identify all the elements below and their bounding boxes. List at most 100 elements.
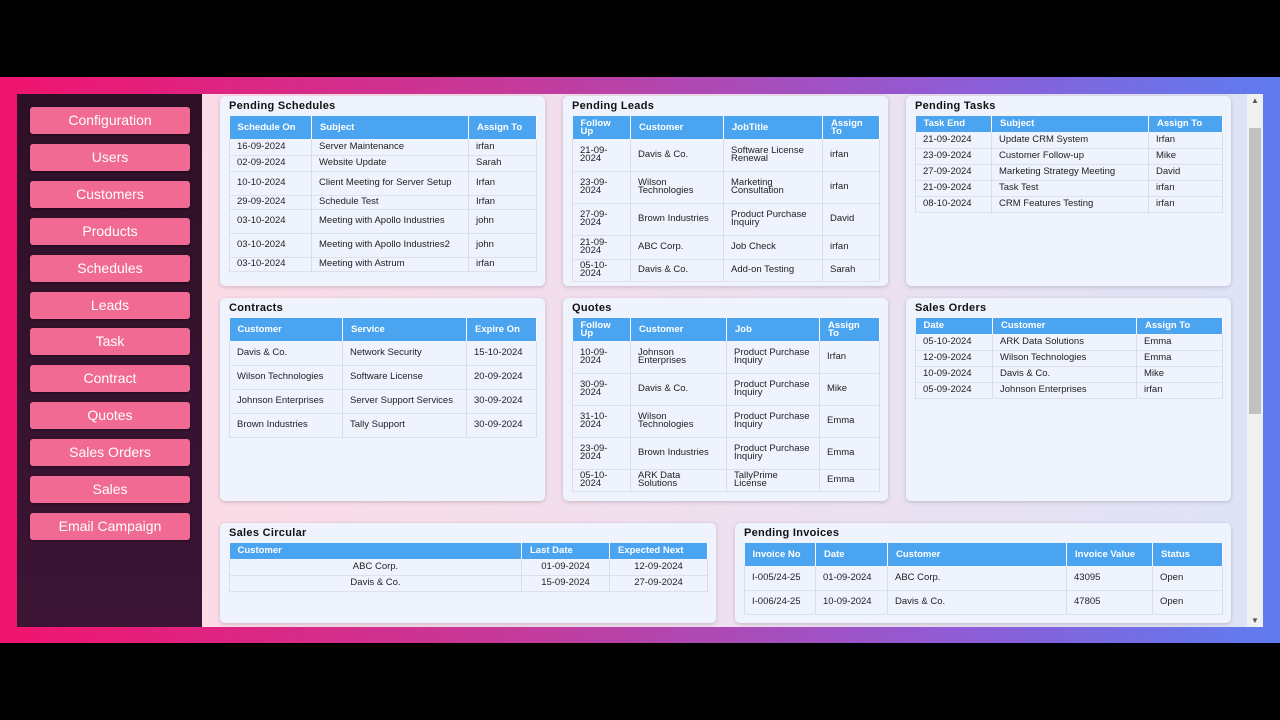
table-row[interactable]: 21-09-2024 ABC Corp. Job Check irfan — [572, 235, 880, 260]
column-header: Customer — [229, 543, 522, 559]
table-cell: 21-09-2024 — [572, 235, 631, 260]
table-row[interactable]: 31-10-2024 Wilson Technologies Product Pur… — [572, 405, 880, 438]
table-row[interactable]: 05-10-2024 ARK Data Solutions TallyPrime L… — [572, 469, 880, 492]
column-header: Task End — [915, 116, 992, 132]
table-row[interactable]: 10-09-2024 Johnson Enterprises Product Pur… — [572, 341, 880, 374]
table-cell: Mike — [819, 373, 880, 406]
column-header: Customer — [887, 543, 1067, 566]
table-row[interactable]: 08-10-2024 CRM Features Testing irfan — [915, 196, 1223, 213]
table-row[interactable]: 16-09-2024 Server Maintenance irfan — [229, 139, 537, 156]
table-cell: Meeting with Apollo Industries — [311, 209, 469, 234]
table-row[interactable]: Brown Industries Tally Support 30-09-2024 — [229, 413, 537, 438]
table-cell: ARK Data Solutions — [630, 469, 727, 492]
table-cell: Johnson Enterprises — [229, 389, 343, 414]
contracts-table: Customer Service Expire On Davis & Co. Netw… — [229, 318, 537, 438]
scroll-down-arrow-icon[interactable]: ▼ — [1251, 616, 1259, 625]
pending-schedules-card: Pending Schedules Schedule On Subject Assi… — [220, 96, 545, 286]
sidebar-item-contract[interactable]: Contract — [30, 365, 190, 393]
table-cell: 21-09-2024 — [572, 139, 631, 172]
table-row[interactable]: 21-09-2024 Update CRM System Irfan — [915, 132, 1223, 149]
table-row[interactable]: 29-09-2024 Schedule Test Irfan — [229, 195, 537, 210]
column-header: Subject — [991, 116, 1149, 132]
table-cell: Update CRM System — [991, 132, 1149, 149]
table-cell: 30-09-2024 — [466, 413, 537, 438]
table-cell: 02-09-2024 — [229, 155, 312, 172]
sidebar-item-quotes[interactable]: Quotes — [30, 402, 190, 430]
sidebar-item-configuration[interactable]: Configuration — [30, 107, 190, 134]
table-row[interactable]: 05-09-2024 Johnson Enterprises irfan — [915, 382, 1223, 399]
sidebar-item-schedules[interactable]: Schedules — [30, 254, 190, 282]
table-row[interactable]: 03-10-2024 Meeting with Apollo Industries… — [229, 209, 537, 234]
table-row[interactable]: Wilson Technologies Software License 20-09… — [229, 365, 537, 390]
sidebar-item-email-campaign[interactable]: Email Campaign — [30, 512, 190, 540]
table-row[interactable]: Davis & Co. 15-09-2024 27-09-2024 — [229, 575, 708, 592]
sidebar-item-users[interactable]: Users — [30, 143, 190, 171]
table-cell: 10-09-2024 — [815, 590, 888, 615]
table-row[interactable]: 27-09-2024 Brown Industries Product Purcha… — [572, 203, 880, 236]
sidebar-item-sales-orders[interactable]: Sales Orders — [30, 439, 190, 467]
table-cell: Task Test — [991, 180, 1149, 197]
table-cell: irfan — [468, 257, 537, 272]
table-row[interactable]: 03-10-2024 Meeting with Apollo Industries… — [229, 233, 537, 258]
card-title: Sales Orders — [915, 302, 987, 314]
sidebar-item-sales[interactable]: Sales — [30, 476, 190, 503]
table-row[interactable]: 23-09-2024 Brown Industries Product Purcha… — [572, 437, 880, 470]
table-cell: Emma — [819, 437, 880, 470]
table-cell: Product Purchase Inquiry — [726, 437, 820, 470]
column-header: Expected Next — [609, 543, 708, 559]
column-header: JobTitle — [723, 116, 823, 139]
table-cell: ABC Corp. — [630, 235, 724, 260]
table-cell: Wilson Technologies — [630, 171, 724, 204]
table-cell: 05-10-2024 — [572, 469, 631, 492]
column-header: Invoice No — [744, 543, 816, 566]
scroll-up-arrow-icon[interactable]: ▲ — [1251, 96, 1259, 105]
card-title: Pending Invoices — [744, 527, 840, 539]
table-row[interactable]: 02-09-2024 Website Update Sarah — [229, 155, 537, 172]
table-row[interactable]: ABC Corp. 01-09-2024 12-09-2024 — [229, 559, 708, 576]
table-cell: 01-09-2024 — [815, 566, 888, 591]
pending-schedules-table: Schedule On Subject Assign To 16-09-2024 Se… — [229, 116, 537, 272]
table-row[interactable]: 23-09-2024 Wilson Technologies Marketing C… — [572, 171, 880, 204]
table-cell: 43095 — [1066, 566, 1153, 591]
scroll-thumb[interactable] — [1249, 128, 1261, 414]
table-cell: 03-10-2024 — [229, 233, 312, 258]
table-row[interactable]: Davis & Co. Network Security 15-10-2024 — [229, 341, 537, 366]
table-cell: 08-10-2024 — [915, 196, 992, 213]
table-row[interactable]: 05-10-2024 Davis & Co. Add-on Testing Sarah — [572, 259, 880, 282]
table-row[interactable]: 10-10-2024 Client Meeting for Server Setu… — [229, 171, 537, 196]
table-cell: irfan — [822, 139, 880, 172]
column-header: Date — [815, 543, 888, 566]
table-cell: Customer Follow-up — [991, 148, 1149, 165]
table-row[interactable]: 27-09-2024 Marketing Strategy Meeting Davi… — [915, 164, 1223, 181]
card-title: Pending Leads — [572, 100, 655, 112]
sidebar: Configuration Users Customers Products Sched… — [17, 94, 202, 627]
sidebar-item-customers[interactable]: Customers — [30, 180, 190, 208]
table-cell: Schedule Test — [311, 195, 469, 210]
table-row[interactable]: 05-10-2024 ARK Data Solutions Emma — [915, 334, 1223, 351]
sidebar-item-leads[interactable]: Leads — [30, 291, 190, 319]
dashboard-main: Pending Schedules Schedule On Subject Assi… — [202, 94, 1247, 627]
table-cell: Open — [1152, 590, 1223, 615]
table-cell: Sarah — [468, 155, 537, 172]
table-row[interactable]: I-005/24-25 01-09-2024 ABC Corp. 43095 Open — [744, 566, 1223, 591]
table-row[interactable]: 21-09-2024 Task Test irfan — [915, 180, 1223, 197]
table-row[interactable]: 23-09-2024 Customer Follow-up Mike — [915, 148, 1223, 165]
table-row[interactable]: 10-09-2024 Davis & Co. Mike — [915, 366, 1223, 383]
sidebar-item-task[interactable]: Task — [30, 328, 190, 356]
pending-leads-table: Follow Up Customer JobTitle Assign To 21-09… — [572, 116, 880, 282]
column-header: Customer — [630, 116, 724, 139]
table-row[interactable]: Johnson Enterprises Server Support Servic… — [229, 389, 537, 414]
table-cell: Website Update — [311, 155, 469, 172]
table-cell: Irfan — [819, 341, 880, 374]
table-cell: 30-09-2024 — [572, 373, 631, 406]
table-row[interactable]: 21-09-2024 Davis & Co. Software License Re… — [572, 139, 880, 172]
table-cell: Davis & Co. — [229, 341, 343, 366]
vertical-scrollbar[interactable]: ▲ ▼ — [1247, 94, 1263, 627]
table-row[interactable]: I-006/24-25 10-09-2024 Davis & Co. 47805 Ope… — [744, 590, 1223, 615]
column-header: Service — [342, 318, 467, 341]
table-row[interactable]: 12-09-2024 Wilson Technologies Emma — [915, 350, 1223, 367]
table-row[interactable]: 30-09-2024 Davis & Co. Product Purchase In… — [572, 373, 880, 406]
sidebar-item-products[interactable]: Products — [30, 217, 190, 245]
table-cell: 10-10-2024 — [229, 171, 312, 196]
table-row[interactable]: 03-10-2024 Meeting with Astrum irfan — [229, 257, 537, 272]
